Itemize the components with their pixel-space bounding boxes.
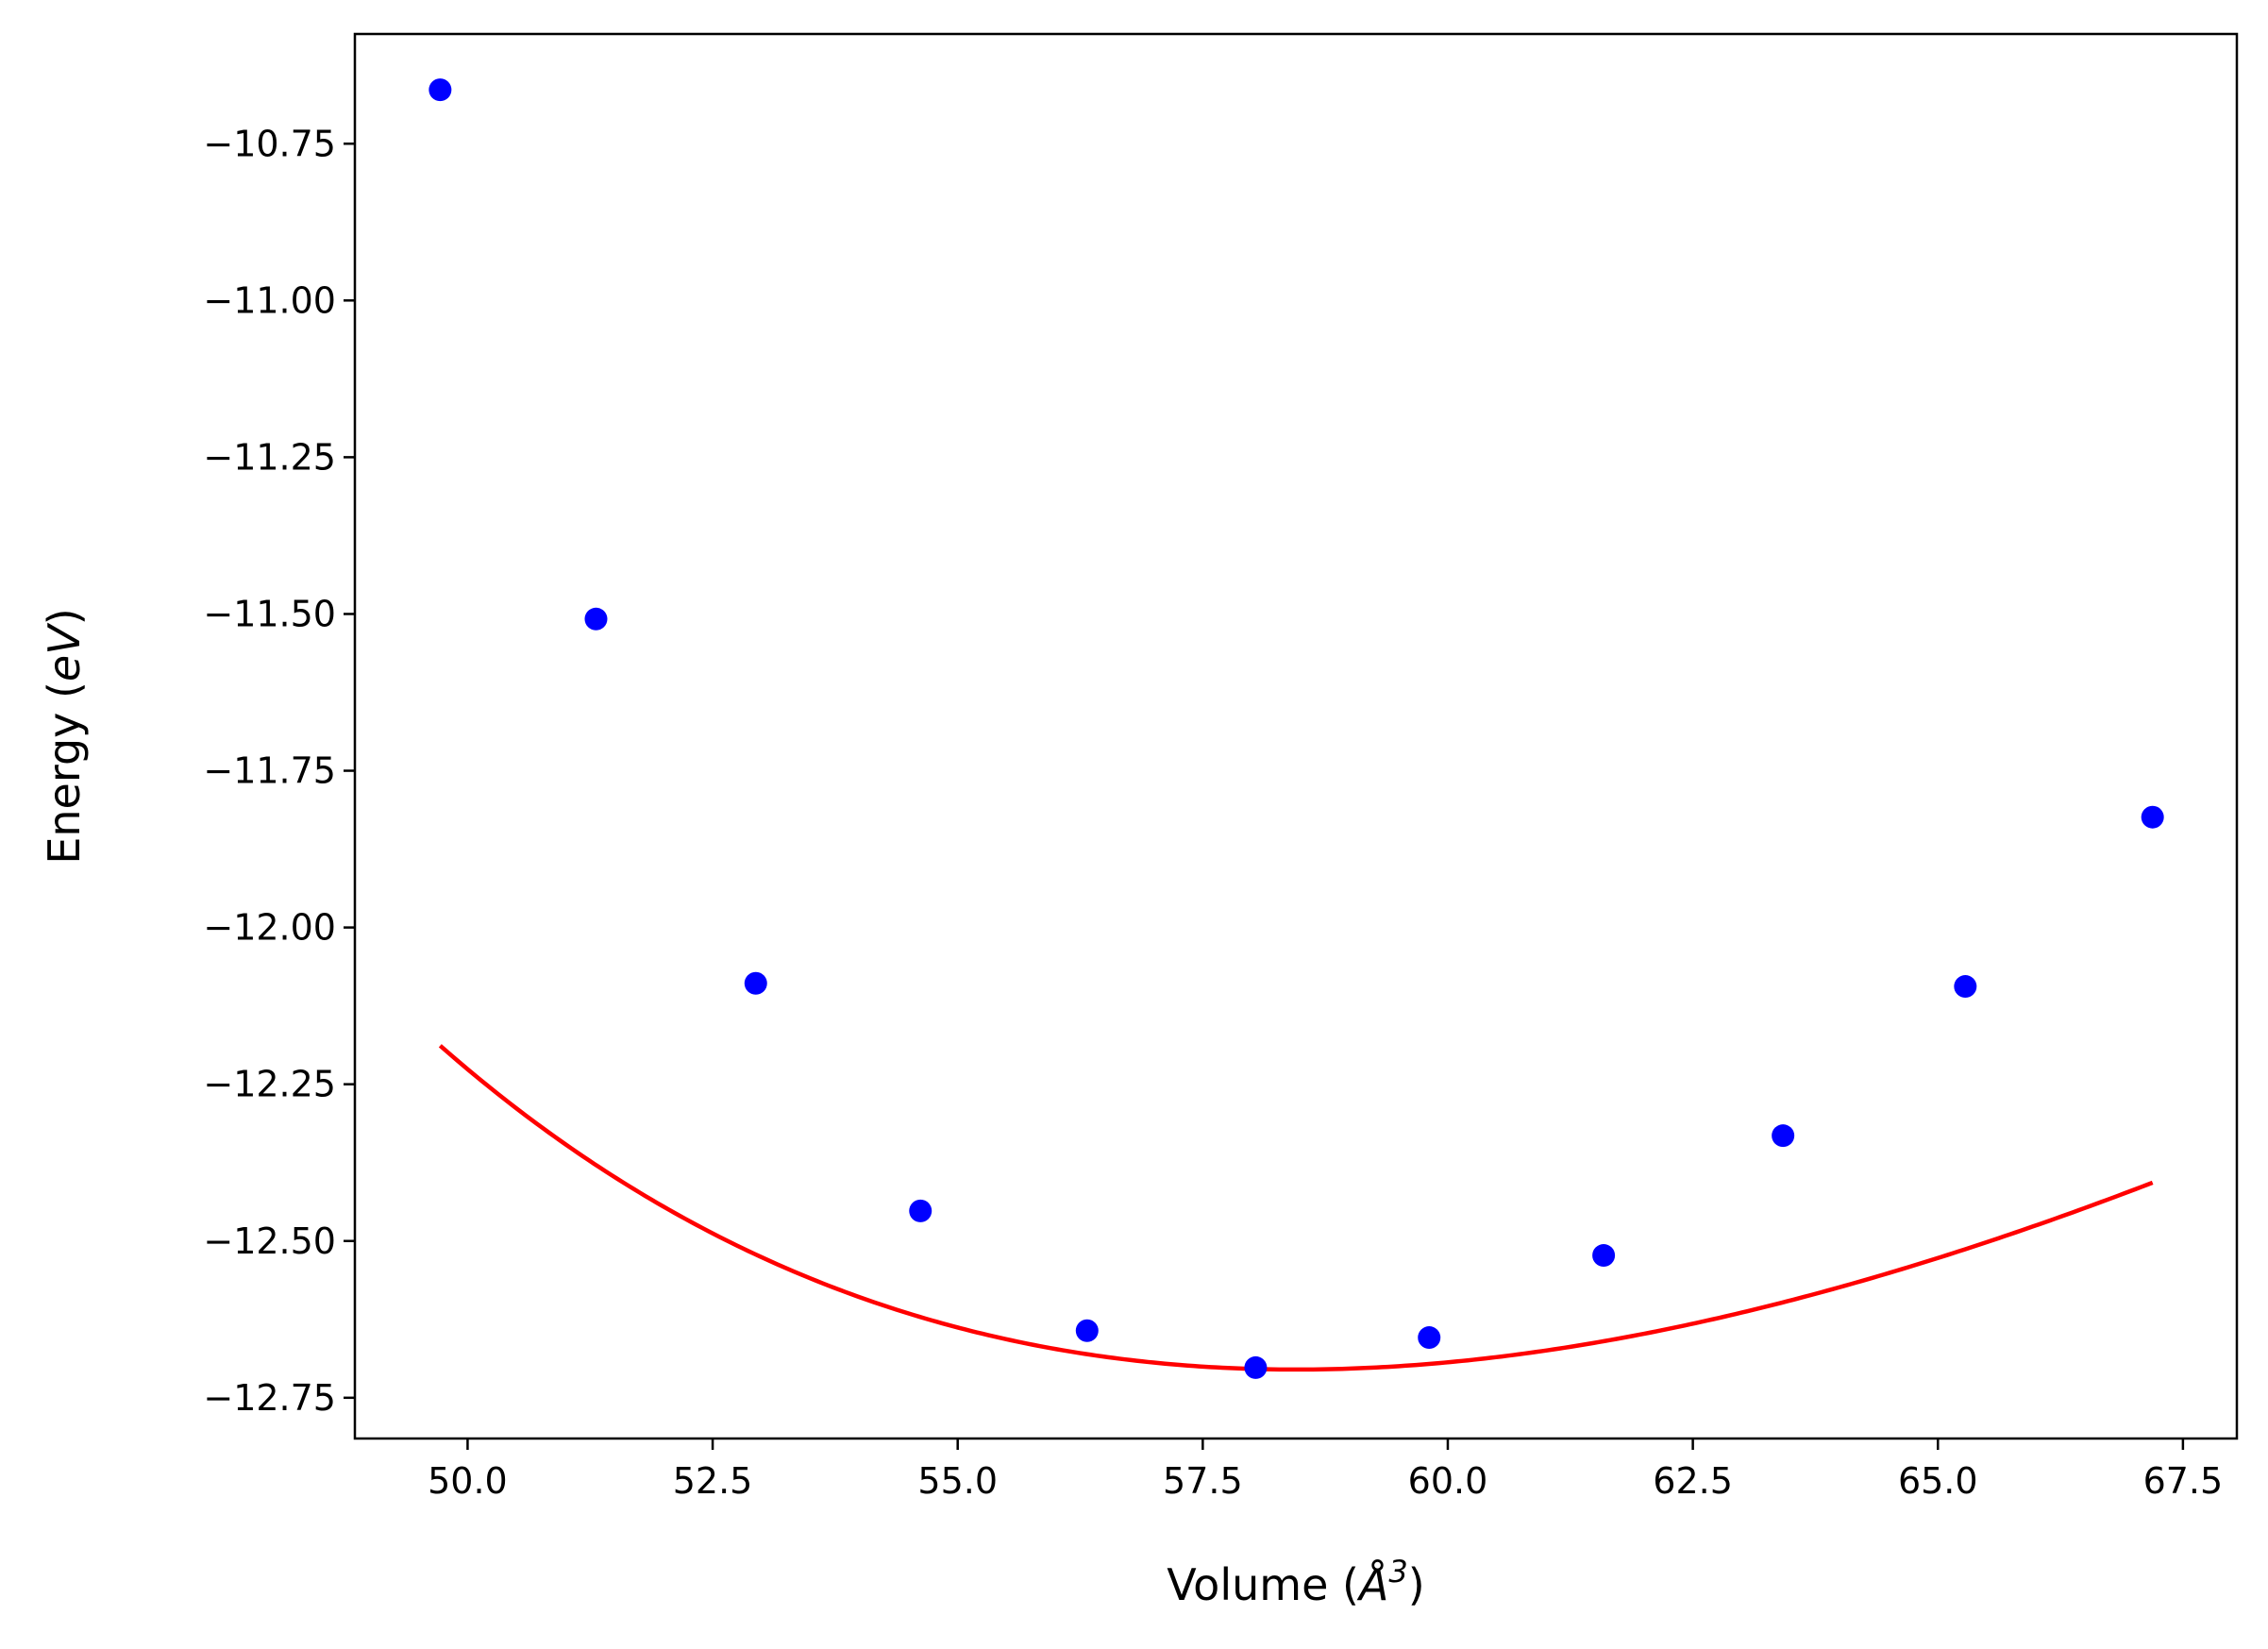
y-tick-label: −12.75 (203, 1377, 336, 1419)
data-point (1244, 1355, 1268, 1379)
data-point (1418, 1326, 1441, 1350)
data-point (1592, 1244, 1616, 1268)
x-tick-label: 67.5 (2143, 1460, 2224, 1502)
x-tick-label: 60.0 (1408, 1460, 1488, 1502)
x-tick-label: 50.0 (428, 1460, 508, 1502)
data-point (584, 607, 608, 631)
y-tick-label: −12.50 (203, 1220, 336, 1262)
data-point (428, 78, 452, 102)
x-tick-label: 62.5 (1653, 1460, 1733, 1502)
y-tick-label: −10.75 (203, 123, 336, 164)
fit-curve (438, 1044, 2154, 1372)
x-tick-label: 52.5 (673, 1460, 753, 1502)
y-tick-label: −11.75 (203, 750, 336, 792)
y-tick-label: −12.25 (203, 1064, 336, 1105)
y-axis-label: Energy (eV) (39, 608, 90, 864)
y-axis-ticks: −10.75 −11.00 −11.25 −11.50 −11.75 −12.00 −12.… (203, 123, 355, 1419)
x-tick-label: 55.0 (917, 1460, 998, 1502)
data-point (2141, 805, 2164, 829)
y-tick-label: −12.00 (203, 907, 336, 949)
data-point (1772, 1124, 1795, 1148)
x-axis-label: Volume (Å3) (1167, 1554, 1424, 1610)
data-point (1075, 1319, 1099, 1342)
y-tick-label: −11.50 (203, 593, 336, 634)
x-axis-ticks: 50.0 52.5 55.0 57.5 60.0 62.5 65.0 67.5 (428, 1439, 2223, 1502)
x-tick-label: 57.5 (1163, 1460, 1243, 1502)
plot-area (428, 78, 2164, 1379)
y-tick-label: −11.00 (203, 279, 336, 321)
plot-frame (353, 32, 2239, 1440)
x-tick-label: 65.0 (1898, 1460, 1978, 1502)
data-point (1954, 975, 1977, 999)
y-tick-label: −11.25 (203, 436, 336, 478)
data-point (744, 971, 767, 995)
data-point (909, 1199, 932, 1222)
